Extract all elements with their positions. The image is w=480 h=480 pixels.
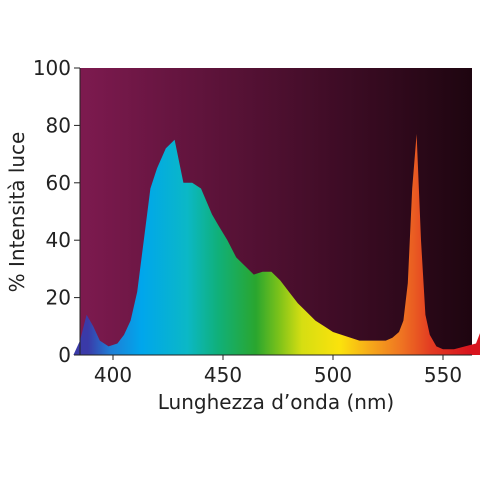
- y-tick-label: 0: [58, 343, 71, 367]
- y-tick-label: 80: [46, 113, 71, 137]
- spectrum-area: [73, 134, 480, 355]
- y-tick-label: 60: [46, 171, 71, 195]
- y-tick-label: 40: [46, 228, 71, 252]
- x-tick-label: 450: [204, 363, 242, 387]
- y-ticks: 0 20 40 60 80 100: [33, 56, 80, 367]
- y-tick-label: 100: [33, 56, 71, 80]
- y-axis-label: % Intensità luce: [5, 132, 29, 293]
- x-ticks: 400450500550600650700: [94, 355, 462, 387]
- axes: [79, 68, 472, 356]
- x-axis-label: Lunghezza d’onda (nm): [158, 390, 394, 414]
- y-tick-label: 20: [46, 286, 71, 310]
- x-tick-label: 400: [94, 363, 132, 387]
- x-tick-label: 500: [314, 363, 352, 387]
- x-tick-label: 550: [424, 363, 462, 387]
